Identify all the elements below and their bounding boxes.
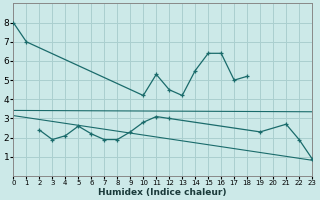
X-axis label: Humidex (Indice chaleur): Humidex (Indice chaleur) bbox=[99, 188, 227, 197]
